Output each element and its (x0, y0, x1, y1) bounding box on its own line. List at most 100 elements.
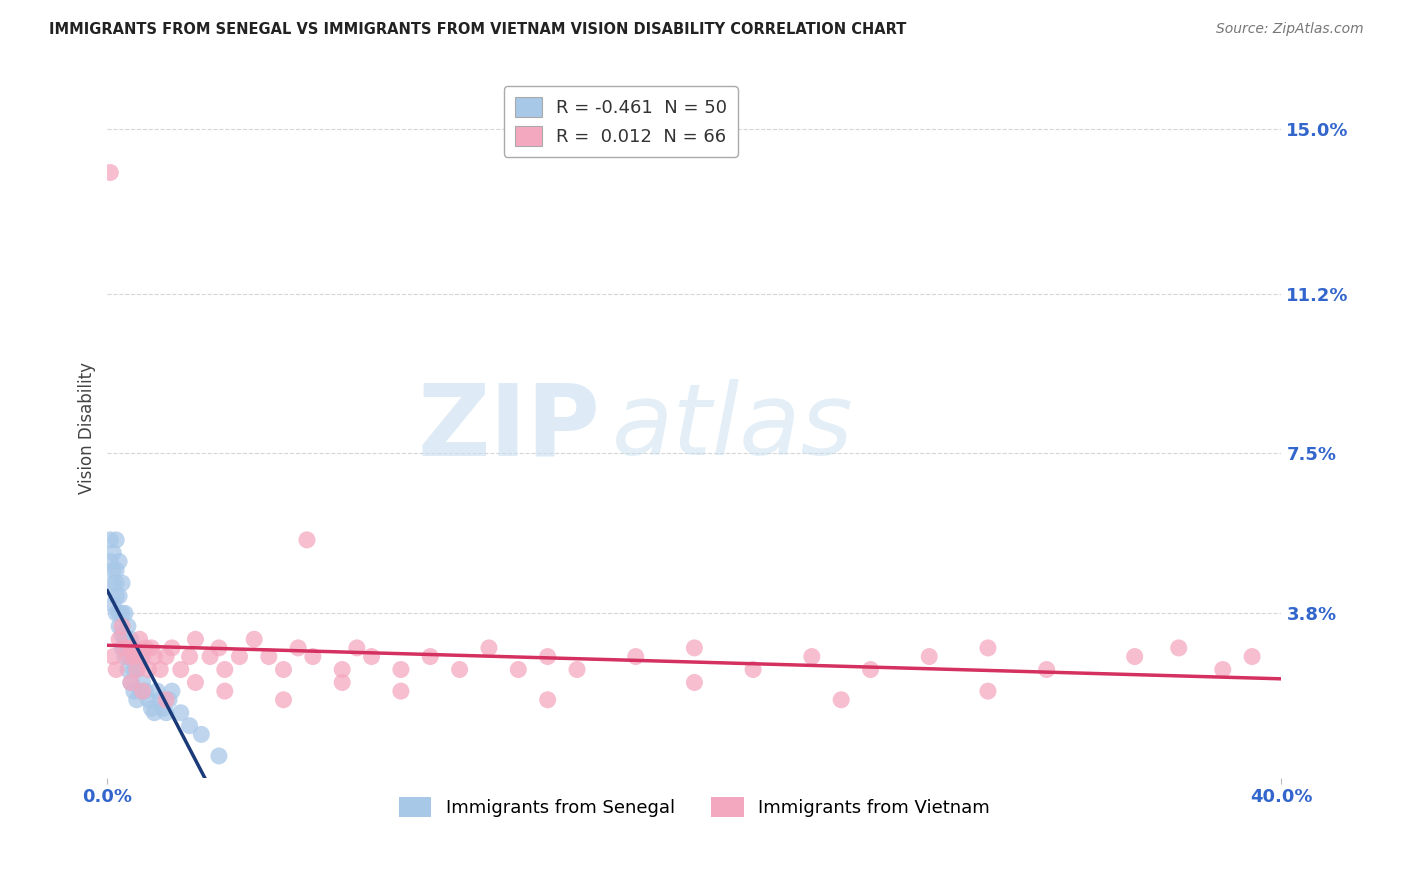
Point (122, 649, 145, 664)
Point (108, 589, 131, 603)
Point (103, 649, 125, 664)
Point (120, 675, 142, 690)
Point (143, 649, 166, 664)
Point (117, 640, 139, 655)
Point (800, 649, 823, 664)
Point (508, 663, 530, 677)
Point (120, 632, 142, 647)
Point (977, 684, 1000, 698)
Point (330, 675, 353, 690)
Point (122, 640, 145, 655)
Point (105, 589, 128, 603)
Point (114, 649, 136, 664)
Point (103, 563, 125, 577)
Point (830, 692, 852, 706)
Point (683, 675, 706, 690)
Point (419, 649, 441, 664)
Point (389, 663, 412, 677)
Point (1212, 663, 1234, 677)
Point (125, 663, 148, 677)
Point (918, 649, 941, 664)
Point (152, 701, 174, 715)
Point (214, 684, 236, 698)
Point (141, 640, 163, 655)
Point (184, 632, 207, 647)
Point (478, 640, 501, 655)
Text: Source: ZipAtlas.com: Source: ZipAtlas.com (1216, 22, 1364, 37)
Point (295, 533, 318, 547)
Point (105, 607, 128, 621)
Point (243, 632, 266, 647)
Point (117, 619, 139, 633)
Point (98, 554, 121, 568)
Legend: Immigrants from Senegal, Immigrants from Vietnam: Immigrants from Senegal, Immigrants from… (392, 790, 997, 824)
Point (105, 533, 128, 547)
Point (111, 576, 134, 591)
Point (131, 675, 153, 690)
Point (125, 663, 148, 677)
Point (208, 748, 231, 763)
Point (117, 663, 139, 677)
Point (114, 632, 136, 647)
Point (208, 640, 231, 655)
Point (160, 684, 183, 698)
Point (228, 649, 250, 664)
Point (108, 619, 131, 633)
Point (120, 675, 142, 690)
Point (103, 598, 125, 612)
Point (103, 576, 125, 591)
Point (1123, 649, 1146, 664)
Point (117, 649, 139, 664)
Point (977, 640, 1000, 655)
Point (122, 684, 145, 698)
Point (108, 632, 131, 647)
Point (742, 663, 765, 677)
Point (184, 675, 207, 690)
Point (449, 663, 471, 677)
Point (179, 649, 201, 664)
Point (135, 640, 157, 655)
Point (160, 640, 183, 655)
Point (1241, 649, 1264, 664)
Point (114, 607, 136, 621)
Point (141, 701, 163, 715)
Point (1167, 640, 1189, 655)
Point (287, 640, 309, 655)
Point (122, 663, 145, 677)
Point (1035, 663, 1057, 677)
Point (138, 663, 160, 677)
Point (120, 649, 142, 664)
Point (170, 706, 193, 720)
Point (143, 706, 166, 720)
Point (624, 649, 647, 664)
Point (157, 692, 180, 706)
Point (198, 649, 221, 664)
Point (146, 684, 169, 698)
Point (302, 649, 325, 664)
Point (131, 684, 153, 698)
Point (389, 684, 412, 698)
Point (105, 563, 128, 577)
Point (98, 533, 121, 547)
Point (257, 649, 280, 664)
Point (135, 684, 157, 698)
Point (120, 640, 142, 655)
Point (565, 663, 588, 677)
Text: atlas: atlas (612, 379, 853, 476)
Point (190, 727, 212, 741)
Point (149, 663, 172, 677)
Point (98, 165, 121, 179)
Point (155, 649, 177, 664)
Text: IMMIGRANTS FROM SENEGAL VS IMMIGRANTS FROM VIETNAM VISION DISABILITY CORRELATION: IMMIGRANTS FROM SENEGAL VS IMMIGRANTS FR… (49, 22, 907, 37)
Point (114, 640, 136, 655)
Point (131, 649, 153, 664)
Point (170, 663, 193, 677)
Point (360, 649, 382, 664)
Point (128, 632, 150, 647)
Point (105, 576, 128, 591)
Point (111, 628, 134, 642)
Point (125, 692, 148, 706)
Point (128, 684, 150, 698)
Point (111, 640, 134, 655)
Point (111, 607, 134, 621)
